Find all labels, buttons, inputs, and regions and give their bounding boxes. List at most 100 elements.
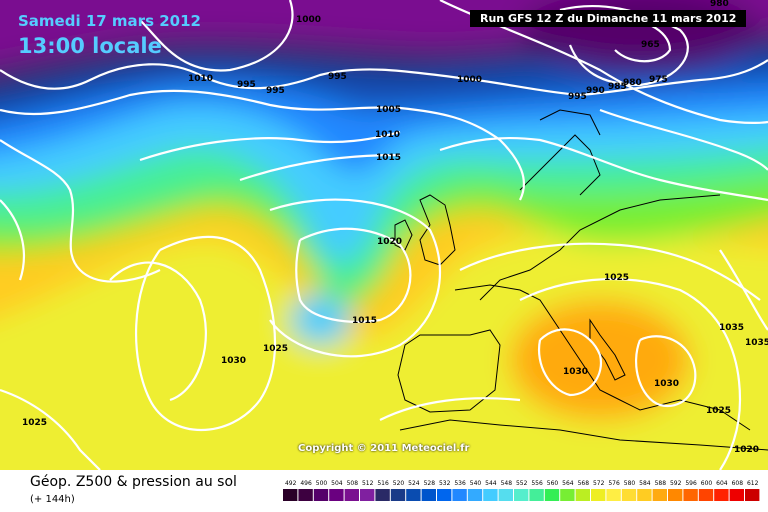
isobar-label: 1010 xyxy=(375,130,400,140)
scale-tick-label: 600 xyxy=(701,480,713,487)
scale-swatch xyxy=(283,489,298,501)
scale-tick-label: 560 xyxy=(547,480,559,487)
isobar-label: 1035 xyxy=(719,323,744,333)
scale-swatch xyxy=(329,489,344,501)
scale-tick-label: 576 xyxy=(608,480,620,487)
scale-tick-label: 608 xyxy=(732,480,744,487)
scale-tick-label: 592 xyxy=(670,480,682,487)
isobar-label: 1015 xyxy=(352,316,377,326)
isobar-label: 1015 xyxy=(376,153,401,163)
scale-tick-label: 496 xyxy=(300,480,312,487)
scale-tick-label: 584 xyxy=(639,480,651,487)
forecast-date: Samedi 17 mars 2012 xyxy=(18,12,201,30)
legend-subtitle: (+ 144h) xyxy=(30,494,75,505)
scale-tick-label: 512 xyxy=(362,480,374,487)
scale-tick-label: 508 xyxy=(347,480,359,487)
isobar-label: 1025 xyxy=(263,344,288,354)
isobar-label: 1030 xyxy=(563,367,588,377)
scale-swatch xyxy=(560,489,575,501)
scale-tick-label: 536 xyxy=(454,480,466,487)
isobar-label: 1010 xyxy=(188,74,213,84)
scale-swatch xyxy=(390,489,406,501)
scale-swatch xyxy=(606,489,621,501)
isobar-label: 1030 xyxy=(654,379,679,389)
scale-swatch xyxy=(498,489,513,501)
scale-tick-label: 492 xyxy=(285,480,297,487)
scale-swatch xyxy=(375,489,390,501)
isobar-label: 1025 xyxy=(22,418,47,428)
isobar-label: 1000 xyxy=(296,15,321,25)
scale-swatch xyxy=(698,489,714,501)
scale-swatch xyxy=(313,489,329,501)
scale-swatch xyxy=(591,489,606,501)
isobar-label: 1025 xyxy=(706,406,731,416)
scale-tick-label: 544 xyxy=(485,480,497,487)
scale-tick-label: 528 xyxy=(424,480,436,487)
color-scale: 492 496 500 504 508 512 516 520 524 528 532 536 540 5… xyxy=(283,480,760,501)
scale-swatch xyxy=(729,489,744,501)
scale-swatch xyxy=(452,489,467,501)
scale-tick-label: 532 xyxy=(439,480,451,487)
scale-swatch xyxy=(621,489,637,501)
isobar-label: 965 xyxy=(641,40,660,50)
copyright-notice: Copyright © 2011 Meteociel.fr xyxy=(298,443,470,454)
isobar-label: 1005 xyxy=(376,105,401,115)
scale-tick-label: 520 xyxy=(393,480,405,487)
isobar-label: 1000 xyxy=(457,75,482,85)
scale-swatch xyxy=(467,489,483,501)
scale-swatch xyxy=(544,489,560,501)
scale-tick-label: 572 xyxy=(593,480,605,487)
scale-swatch xyxy=(683,489,698,501)
scale-swatch xyxy=(483,489,498,501)
model-run-label: Run GFS 12 Z du Dimanche 11 mars 2012 xyxy=(470,10,747,27)
scale-tick-label: 568 xyxy=(578,480,590,487)
scale-tick-label: 500 xyxy=(316,480,328,487)
scale-swatch xyxy=(575,489,590,501)
scale-tick-label: 612 xyxy=(747,480,759,487)
scale-swatch xyxy=(529,489,544,501)
scale-tick-label: 552 xyxy=(516,480,528,487)
isobars xyxy=(0,0,768,470)
isobar-label: 995 xyxy=(328,72,347,82)
scale-tick-label: 564 xyxy=(562,480,574,487)
scale-tick-label: 504 xyxy=(331,480,343,487)
isobar-label: 995 xyxy=(237,80,256,90)
scale-tick-label: 588 xyxy=(655,480,667,487)
isobar-labels: 1000 995 995 1010 1000 995 1005 1010 101… xyxy=(22,0,768,455)
scale-swatch xyxy=(668,489,683,501)
scale-swatch xyxy=(406,489,421,501)
scale-swatch xyxy=(637,489,652,501)
scale-tick-label: 596 xyxy=(685,480,697,487)
isobar-label: 1020 xyxy=(377,237,402,247)
scale-tick-label: 556 xyxy=(531,480,543,487)
isobar-label: 995 xyxy=(266,86,285,96)
legend-title: Géop. Z500 & pression au sol xyxy=(30,474,237,490)
isobar-label: 985 xyxy=(608,82,627,92)
forecast-time: 13:00 locale xyxy=(18,34,162,58)
weather-map: 1000 995 995 1010 1000 995 1005 1010 101… xyxy=(0,0,768,470)
scale-swatch xyxy=(514,489,529,501)
scale-swatch xyxy=(437,489,452,501)
scale-tick-label: 604 xyxy=(716,480,728,487)
scale-swatch xyxy=(360,489,375,501)
isobar-label: 980 xyxy=(710,0,729,9)
isobar-label: 995 xyxy=(568,92,587,102)
isobar-label: 980 xyxy=(623,78,642,88)
isobar-label: 1030 xyxy=(221,356,246,366)
scale-tick-label: 524 xyxy=(408,480,420,487)
scale-tick-label: 580 xyxy=(624,480,636,487)
scale-tick-label: 540 xyxy=(470,480,482,487)
scale-swatch xyxy=(421,489,436,501)
scale-swatch xyxy=(745,489,760,501)
isobar-label: 975 xyxy=(649,75,668,85)
coastlines xyxy=(394,109,768,451)
scale-swatch xyxy=(652,489,667,501)
isobar-label: 990 xyxy=(586,86,605,96)
scale-tick-label: 516 xyxy=(377,480,389,487)
isobar-label: 1035 xyxy=(745,338,768,348)
isobar-label: 1020 xyxy=(734,445,759,455)
scale-swatch xyxy=(298,489,313,501)
scale-swatch xyxy=(344,489,359,501)
scale-swatch xyxy=(714,489,729,501)
isobar-label: 1025 xyxy=(604,273,629,283)
